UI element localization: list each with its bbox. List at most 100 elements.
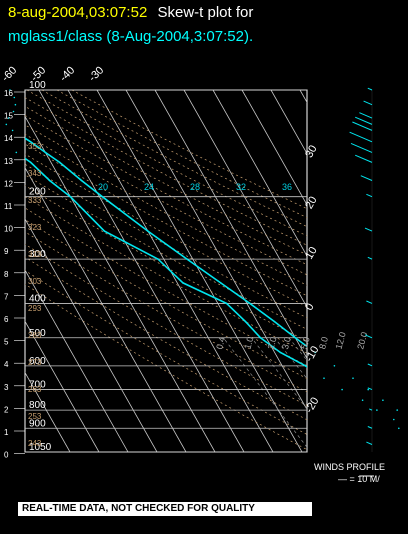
mixing-ratio-line: [251, 337, 307, 410]
temperature-right-label: 10: [303, 245, 320, 262]
temperature-point: [5, 123, 8, 126]
mixing-ratio-label: 0.4: [214, 336, 227, 351]
height-tick-label: 15: [4, 112, 13, 121]
temperature-point: [9, 89, 11, 91]
mixing-ratio-label: 1.0: [242, 336, 255, 351]
isotherm-line: [25, 115, 216, 452]
height-tick-label: 4: [4, 360, 9, 369]
grid-clip: [25, 90, 402, 452]
temperature-right-label: 30: [303, 143, 320, 160]
wetbulb-label: 36: [282, 182, 292, 192]
pressure-label: 500: [29, 328, 46, 339]
dry-adiabat-line: [25, 143, 307, 297]
temperature-right-label: 0: [303, 301, 316, 312]
dewpoint-point: [244, 320, 247, 323]
mixing-ratio-line: [308, 338, 402, 452]
wind-barb: [367, 87, 373, 91]
pressure-label: 400: [29, 293, 46, 304]
temperature-point: [249, 302, 251, 305]
isotherm-line: [183, 90, 307, 309]
dry-adiabat-line: [71, 90, 307, 210]
wind-barb: [364, 334, 373, 339]
height-tick-label: 2: [4, 405, 9, 414]
temperature-point: [12, 110, 15, 113]
winds-scale-label: — = 10 M/: [338, 474, 380, 484]
mixing-ratio-label: 5.0: [299, 336, 312, 351]
quality-warning: REAL-TIME DATA, NOT CHECKED FOR QUALITY: [18, 502, 312, 516]
isotherm-line: [38, 90, 245, 452]
temperature-point: [294, 337, 297, 339]
height-tick-label: 1: [4, 428, 9, 437]
isotherm-line: [270, 90, 307, 155]
height-tick-label: 12: [4, 179, 13, 188]
winds-profile-label: WINDS PROFILE: [314, 462, 385, 472]
dewpoint-point: [398, 427, 400, 430]
pressure-label: 900: [29, 418, 46, 429]
temperature-point: [11, 129, 14, 132]
wind-barb: [368, 408, 373, 411]
dewpoint-point: [103, 230, 106, 232]
sounding-datetime: 8-aug-2004,03:07:52: [8, 4, 148, 21]
temperature-point: [13, 96, 16, 99]
dewpoint-point: [323, 377, 325, 380]
height-tick-label: 0: [4, 451, 9, 460]
isotherm-line: [154, 90, 307, 360]
temperature-top-label: -30: [87, 64, 107, 84]
chart-grid: [24, 89, 402, 453]
temperature-point: [147, 230, 149, 232]
dewpoint-point: [29, 161, 32, 164]
temperature-point: [29, 141, 32, 143]
temperature-point: [382, 399, 384, 402]
wind-barb: [367, 426, 373, 429]
pressure-label: 1050: [29, 442, 52, 453]
wind-barb: [364, 227, 373, 232]
wetbulb-label: 20: [98, 182, 108, 192]
dewpoint-point: [259, 337, 262, 339]
theta-label: 273: [28, 358, 42, 367]
temperature-point: [333, 365, 336, 367]
temperature-point: [80, 179, 83, 182]
wind-barb: [350, 142, 373, 153]
wind-barb: [363, 100, 373, 106]
wetbulb-label: 28: [190, 182, 200, 192]
dry-adiabat-line: [25, 97, 307, 246]
height-tick-label: 6: [4, 315, 9, 324]
dry-adiabat-line: [25, 196, 307, 354]
theta-label: 303: [28, 277, 42, 286]
temperature-trace: [25, 137, 307, 348]
theta-label: 253: [28, 412, 42, 421]
temperature-point: [7, 117, 10, 119]
mixing-ratio-line: [223, 337, 307, 448]
dewpoint-point: [393, 418, 395, 421]
temperature-right-label: 20: [303, 195, 320, 212]
temperature-right-label: -20: [303, 395, 321, 415]
theta-label: 323: [28, 223, 42, 232]
theta-label: 343: [28, 169, 42, 178]
dewpoint-point: [361, 399, 364, 402]
temperature-point: [273, 320, 276, 323]
height-tick-label: 3: [4, 383, 9, 392]
isotherm-line: [241, 90, 307, 206]
wind-barb: [349, 131, 373, 143]
wind-barb: [367, 387, 373, 391]
pressure-label: 800: [29, 400, 46, 411]
wetbulb-label: 32: [236, 182, 246, 192]
dry-adiabat-line: [25, 231, 307, 393]
temperature-point: [396, 409, 399, 411]
wind-profile: [349, 87, 374, 477]
temperature-top-label: -40: [58, 64, 78, 84]
height-tick-label: 14: [4, 134, 13, 143]
theta-label: 243: [28, 439, 42, 448]
mixing-ratio-line: [288, 337, 307, 361]
pressure-label: 300: [29, 249, 46, 260]
dewpoint-point: [182, 282, 184, 284]
dewpoint-point: [48, 179, 51, 182]
height-tick-label: 8: [4, 270, 9, 279]
mixing-ratio-label: 2.0: [266, 336, 279, 351]
dry-adiabat-line: [25, 283, 307, 451]
pressure-label: 600: [29, 356, 46, 367]
height-tick-label: 7: [4, 292, 9, 301]
dry-adiabat-line: [26, 90, 307, 237]
dry-adiabat-line: [25, 270, 307, 435]
